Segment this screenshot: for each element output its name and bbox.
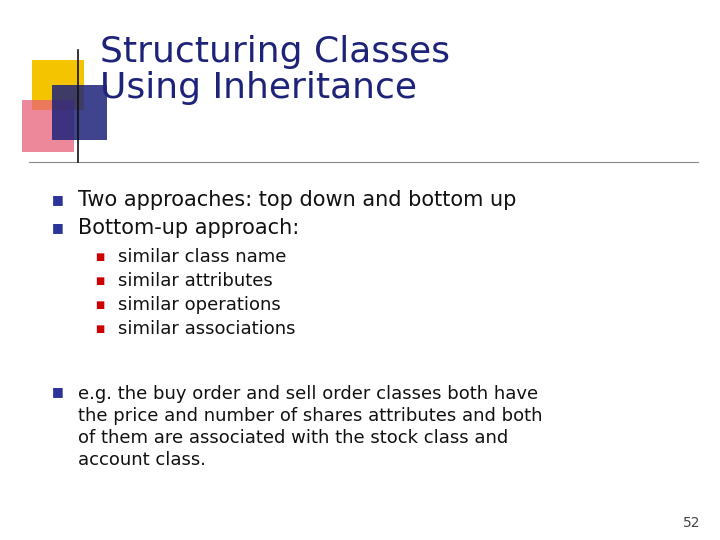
Text: Bottom-up approach:: Bottom-up approach: <box>78 218 300 238</box>
Text: ■: ■ <box>52 385 64 398</box>
FancyBboxPatch shape <box>22 100 74 152</box>
Text: Using Inheritance: Using Inheritance <box>100 71 417 105</box>
Text: similar attributes: similar attributes <box>118 272 273 290</box>
FancyBboxPatch shape <box>32 60 84 110</box>
Text: the price and number of shares attributes and both: the price and number of shares attribute… <box>78 407 542 425</box>
Text: Structuring Classes: Structuring Classes <box>100 35 450 69</box>
Text: similar associations: similar associations <box>118 320 295 338</box>
Text: ■: ■ <box>95 300 104 310</box>
Text: similar operations: similar operations <box>118 296 281 314</box>
Text: ■: ■ <box>95 324 104 334</box>
FancyBboxPatch shape <box>52 85 107 140</box>
Text: ■: ■ <box>52 193 64 206</box>
Text: ■: ■ <box>95 252 104 262</box>
Text: account class.: account class. <box>78 451 206 469</box>
Text: of them are associated with the stock class and: of them are associated with the stock cl… <box>78 429 508 447</box>
Text: Two approaches: top down and bottom up: Two approaches: top down and bottom up <box>78 190 516 210</box>
Text: 52: 52 <box>683 516 700 530</box>
Text: e.g. the buy order and sell order classes both have: e.g. the buy order and sell order classe… <box>78 385 538 403</box>
Text: ■: ■ <box>52 221 64 234</box>
Text: ■: ■ <box>95 276 104 286</box>
Text: similar class name: similar class name <box>118 248 287 266</box>
